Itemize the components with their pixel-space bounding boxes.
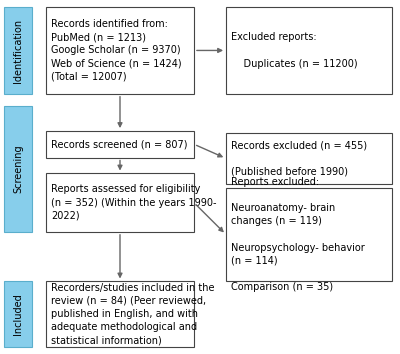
Text: Reports excluded:

Neuroanatomy- brain
changes (n = 119)

Neuropsychology- behav: Reports excluded: Neuroanatomy- brain ch… bbox=[231, 177, 365, 292]
Bar bbox=[4, 106, 32, 232]
Text: Records excluded (n = 455)

(Published before 1990): Records excluded (n = 455) (Published be… bbox=[231, 140, 367, 177]
Text: Recorders/studies included in the
review (n = 84) (Peer reviewed,
published in E: Recorders/studies included in the review… bbox=[51, 283, 215, 346]
Text: Records identified from:
PubMed (n = 1213)
Google Scholar (n = 9370)
Web of Scie: Records identified from: PubMed (n = 121… bbox=[51, 19, 182, 82]
Bar bbox=[226, 133, 392, 184]
Text: Reports assessed for eligibility
(n = 352) (Within the years 1990-
2022): Reports assessed for eligibility (n = 35… bbox=[51, 184, 217, 221]
Bar bbox=[4, 281, 32, 347]
Text: Excluded reports:

    Duplicates (n = 11200): Excluded reports: Duplicates (n = 11200) bbox=[231, 32, 358, 69]
Bar bbox=[46, 281, 194, 347]
Bar bbox=[46, 131, 194, 158]
Bar bbox=[226, 7, 392, 94]
Bar bbox=[4, 7, 32, 94]
Text: Included: Included bbox=[13, 293, 23, 335]
Text: Identification: Identification bbox=[13, 18, 23, 82]
Bar bbox=[46, 7, 194, 94]
Bar bbox=[226, 188, 392, 281]
Bar bbox=[46, 173, 194, 232]
Text: Records screened (n = 807): Records screened (n = 807) bbox=[51, 139, 188, 149]
Text: Screening: Screening bbox=[13, 145, 23, 193]
